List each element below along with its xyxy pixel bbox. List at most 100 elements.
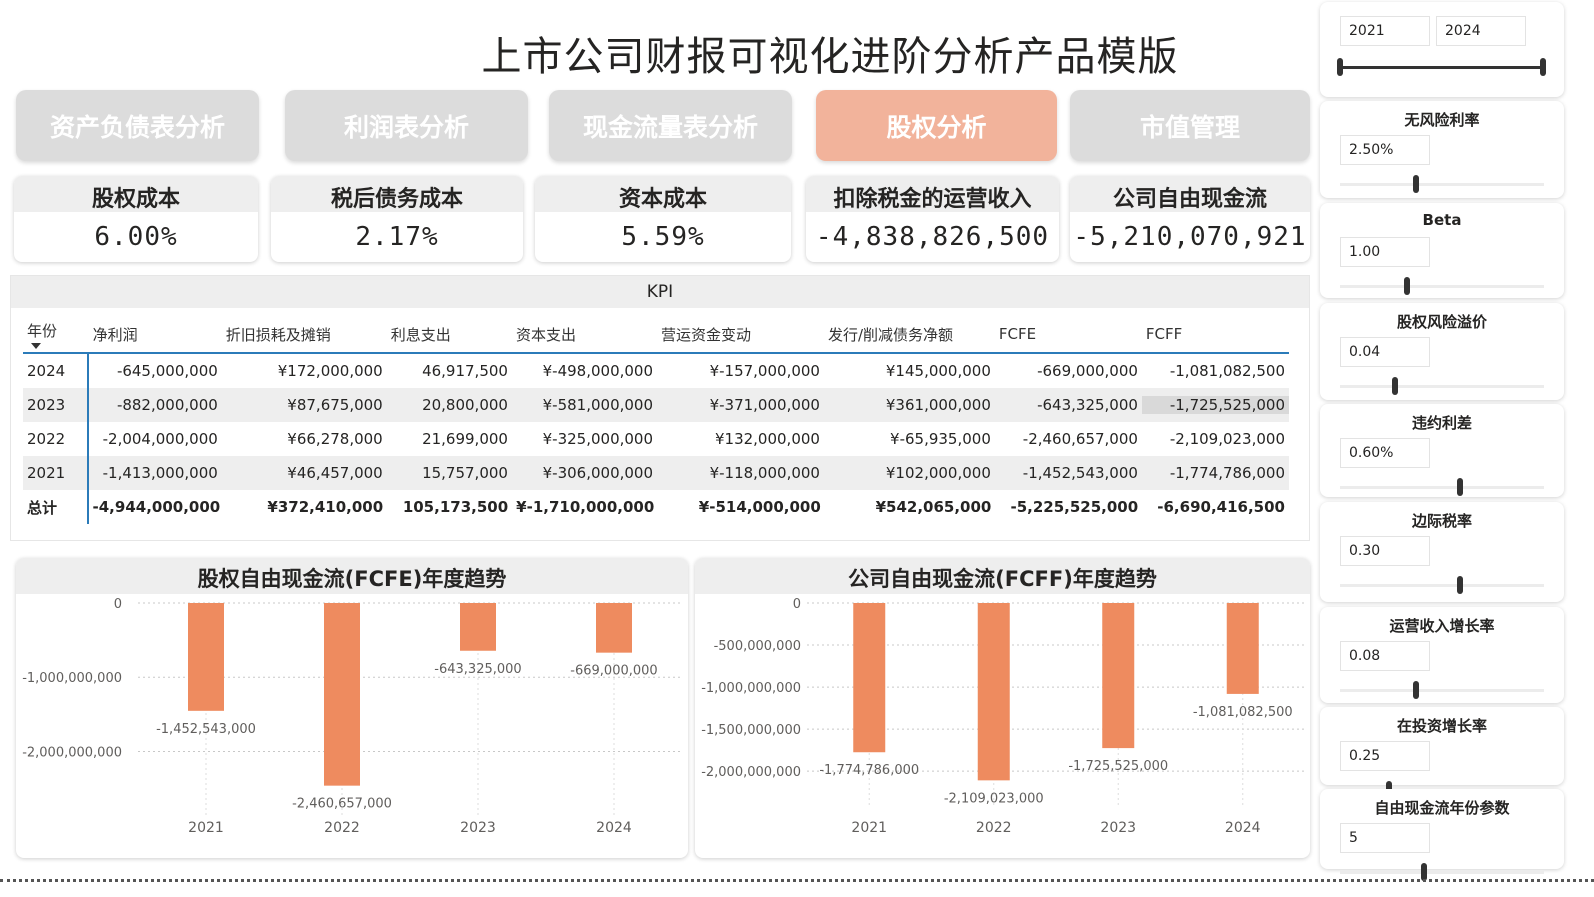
card-value: 5.59%: [621, 222, 705, 252]
table-cell: ¥87,675,000: [287, 396, 383, 414]
param-value-input[interactable]: 0.04: [1340, 337, 1430, 367]
table-cell: ¥-581,000,000: [542, 396, 654, 414]
table-cell-year: 2022: [23, 422, 89, 456]
card-value: -4,838,826,500: [815, 222, 1050, 252]
nav-market-value-button[interactable]: 市值管理: [1070, 90, 1310, 161]
bar[interactable]: [853, 603, 886, 753]
nav-income-statement-button[interactable]: 利润表分析: [285, 90, 528, 161]
page-title: 上市公司财报可视化进阶分析产品模版: [481, 34, 1179, 80]
param-value-input[interactable]: 0.30: [1340, 536, 1430, 566]
sort-descending-icon[interactable]: [31, 342, 41, 349]
kpi-title: KPI: [11, 276, 1309, 308]
table-cell: ¥66,278,000: [287, 430, 383, 448]
y-tick-label: -1,000,000,000: [701, 681, 801, 696]
param-value-input[interactable]: 1.00: [1340, 237, 1430, 267]
y-tick-label: 0: [793, 597, 801, 612]
table-cell: ¥46,457,000: [287, 464, 383, 482]
column-header[interactable]: 营运资金变动: [657, 324, 824, 345]
card-after-tax-operating-income: 扣除税金的运营收入 -4,838,826,500: [806, 176, 1059, 262]
column-header-label: FCFE: [998, 325, 1037, 343]
param-slicer: Beta 1.00: [1320, 203, 1564, 298]
table-cell: ¥102,000,000: [885, 464, 991, 482]
table-cell: ¥172,000,000: [277, 362, 383, 380]
bar[interactable]: [324, 603, 360, 786]
param-slider-handle[interactable]: [1412, 681, 1419, 699]
table-row: 2023 -882,000,000 ¥87,675,000 20,800,000 ¥-5…: [23, 388, 1289, 422]
table-cell: ¥-498,000,000: [542, 362, 654, 380]
param-slider-track[interactable]: [1340, 285, 1544, 288]
bar[interactable]: [188, 603, 224, 711]
table-cell: -1,081,082,500: [1169, 362, 1285, 380]
card-label: 公司自由现金流: [1070, 176, 1310, 212]
column-header[interactable]: 折旧损耗及摊销: [222, 324, 387, 345]
year-start-handle[interactable]: [1337, 58, 1343, 76]
column-header[interactable]: 资本支出: [512, 324, 657, 345]
nav-balance-sheet-button[interactable]: 资产负债表分析: [16, 90, 259, 161]
param-slider-handle[interactable]: [1420, 863, 1427, 881]
x-tick-label: 2021: [188, 820, 224, 836]
table-cell-year: 2024: [23, 354, 89, 388]
param-slider-track[interactable]: [1340, 689, 1544, 692]
nav-equity-analysis-button[interactable]: 股权分析: [816, 90, 1057, 161]
table-cell: ¥-325,000,000: [542, 430, 654, 448]
column-header[interactable]: 发行/削减债务净额: [824, 324, 995, 345]
bar[interactable]: [977, 603, 1010, 781]
table-cell: 105,173,500: [402, 498, 509, 516]
column-header[interactable]: FCFF: [1142, 325, 1289, 343]
table-cell: -1,413,000,000: [102, 464, 218, 482]
bar[interactable]: [460, 603, 496, 651]
param-slider-track[interactable]: [1340, 584, 1544, 587]
param-slider-handle[interactable]: [1392, 377, 1399, 395]
table-cell-year: 2023: [23, 388, 89, 422]
param-value-input[interactable]: 0.60%: [1340, 438, 1430, 468]
bar-value-label: -1,081,082,500: [1193, 705, 1293, 720]
table-total-row: 总计 -4,944,000,000 ¥372,410,000 105,173,500 ¥…: [23, 490, 1289, 524]
param-value-input[interactable]: 5: [1340, 823, 1430, 853]
bar[interactable]: [1226, 603, 1259, 694]
table-cell: -6,690,416,500: [1157, 498, 1285, 516]
y-tick-label: -500,000,000: [714, 639, 801, 654]
param-slider-track[interactable]: [1340, 183, 1544, 186]
bar[interactable]: [596, 603, 632, 653]
param-value-input[interactable]: 0.25: [1340, 741, 1430, 771]
table-cell: ¥-371,000,000: [709, 396, 820, 414]
param-slider-track[interactable]: [1340, 486, 1544, 489]
param-slider-handle[interactable]: [1457, 576, 1464, 594]
param-value-input[interactable]: 2.50%: [1340, 135, 1430, 165]
column-header[interactable]: 年份: [23, 320, 89, 349]
bar-value-label: -1,774,786,000: [819, 763, 919, 778]
param-slider-handle[interactable]: [1404, 277, 1411, 295]
param-slider-track[interactable]: [1340, 871, 1544, 874]
table-cell: 46,917,500: [422, 362, 508, 380]
card-label: 股权成本: [14, 176, 258, 212]
y-tick-label: -1,000,000,000: [22, 671, 122, 686]
table-cell: -882,000,000: [116, 396, 218, 414]
year-range-slicer: 2021 2024: [1320, 2, 1564, 97]
param-slider-handle[interactable]: [1412, 175, 1419, 193]
param-label: 运营收入增长率: [1389, 617, 1495, 635]
param-slider-handle[interactable]: [1457, 478, 1464, 496]
fcfe-chart: 0 -1,000,000,000 -2,000,000,000 -1,452,543,…: [22, 597, 682, 836]
column-header-label: 营运资金变动: [661, 325, 752, 344]
param-label: 股权风险溢价: [1396, 313, 1487, 331]
param-value-input[interactable]: 0.08: [1340, 641, 1430, 671]
column-header[interactable]: 净利润: [89, 324, 222, 345]
table-cell: ¥-118,000,000: [709, 464, 820, 482]
card-value: 6.00%: [94, 222, 178, 252]
year-range-track[interactable]: [1340, 66, 1544, 69]
table-cell: ¥-65,935,000: [890, 430, 991, 448]
x-tick-label: 2023: [460, 820, 496, 836]
year-start-input[interactable]: 2021: [1340, 16, 1430, 46]
column-header-label: 利息支出: [390, 325, 451, 344]
year-end-handle[interactable]: [1540, 58, 1546, 76]
param-label: 边际税率: [1411, 512, 1472, 530]
table-row: 2022 -2,004,000,000 ¥66,278,000 21,699,000 ¥…: [23, 422, 1289, 456]
nav-cash-flow-button[interactable]: 现金流量表分析: [549, 90, 792, 161]
param-slider-track[interactable]: [1340, 385, 1544, 388]
table-cell: -645,000,000: [116, 362, 218, 380]
table-cell: ¥361,000,000: [885, 396, 991, 414]
column-header[interactable]: FCFE: [995, 325, 1142, 343]
year-end-input[interactable]: 2024: [1436, 16, 1526, 46]
column-header[interactable]: 利息支出: [387, 324, 512, 345]
bar[interactable]: [1102, 603, 1135, 749]
